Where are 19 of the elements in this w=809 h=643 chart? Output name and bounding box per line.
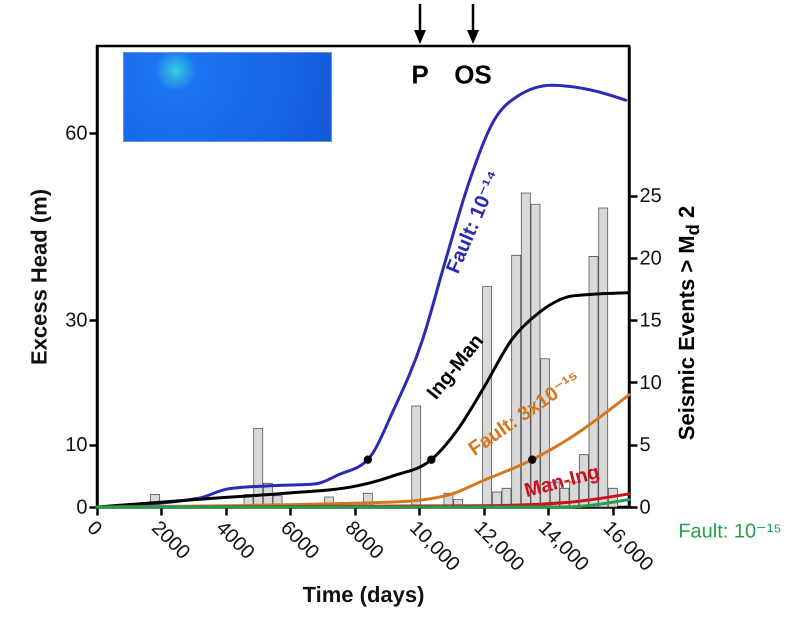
text: Fault: 10⁻¹⁵: [678, 520, 782, 543]
y-tick-label: 60: [65, 122, 88, 145]
y-tick-label: 0: [76, 496, 88, 518]
y2-tick-label: 0: [640, 496, 651, 518]
y2-tick-label: 15: [640, 310, 662, 332]
annotation: P: [411, 60, 429, 90]
text: Man-Ing: [522, 461, 602, 502]
y2-tick-label: 10: [640, 372, 662, 394]
y2-tick-label: 25: [640, 185, 662, 208]
annotation: OS: [454, 60, 492, 90]
text: Fault: 10⁻¹⁴: [442, 168, 506, 277]
x-tick-label: 4000: [212, 516, 259, 564]
x-axis-title: Time (days): [302, 582, 424, 607]
y-tick-label: 30: [65, 310, 88, 332]
y2-tick-label: 5: [640, 434, 651, 456]
y-axis-title: Excess Head (m): [26, 188, 52, 366]
y2-tick-label: 20: [640, 247, 662, 270]
y-tick-label: 10: [65, 434, 88, 456]
x-tick-label: 0: [82, 516, 106, 540]
